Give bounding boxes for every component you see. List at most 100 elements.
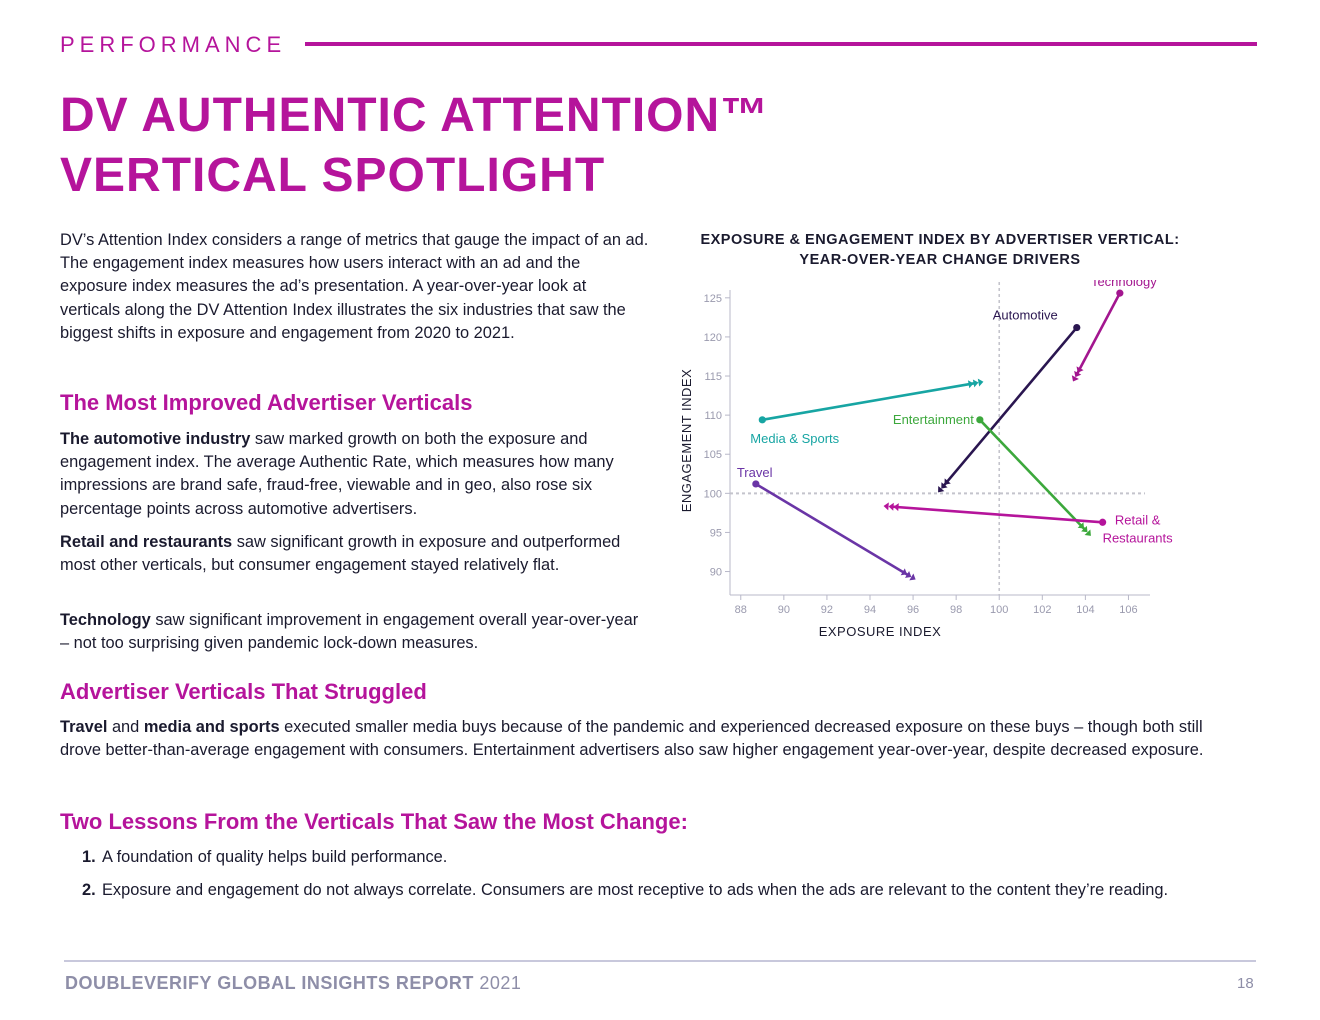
chart-title-line-2: YEAR-OVER-YEAR CHANGE DRIVERS [799,252,1081,268]
series-arrows-technology [1071,366,1084,382]
lesson-text-1: A foundation of quality helps build perf… [102,848,448,866]
x-tick-label: 106 [1119,604,1137,616]
series-arrow-automotive [944,478,951,485]
series-label-retail-restaurants: Restaurants [1103,530,1174,545]
series-arrow-automotive [938,486,945,493]
section-divider [305,42,1257,46]
x-tick-label: 96 [907,604,919,616]
series-arrow-automotive [941,482,948,489]
intro-paragraph: DV’s Attention Index considers a range o… [60,231,649,342]
x-tick-label: 100 [990,604,1008,616]
series-point-entertainment [976,416,984,424]
series-label-media-sports: Media & Sports [750,431,839,446]
x-tick-label: 98 [950,604,962,616]
footer-divider [64,960,1256,962]
x-tick-label: 92 [821,604,833,616]
series-arrow-technology [1071,375,1079,382]
x-tick-label: 102 [1033,604,1051,616]
chart-title: EXPOSURE & ENGAGEMENT INDEX BY ADVERTISE… [660,230,1220,270]
technology-bold: Technology [60,611,151,629]
improved-heading: The Most Improved Advertiser Verticals [60,390,473,415]
automotive-paragraph: The automotive industry saw marked growt… [60,428,650,521]
series-arrows-automotive [938,478,951,493]
lesson-number-1: 1. [82,848,96,866]
lessons-heading: Two Lessons From the Verticals That Saw … [60,809,688,834]
page-number: 18 [1237,975,1254,992]
engagement-exposure-chart: 88 90 92 94 96 98 100 102 104 106 90 95 100 105 110 115… [679,280,1174,639]
series-arrows-travel [900,568,916,581]
series-point-travel [752,480,760,488]
lesson-text-2: Exposure and engagement do not always co… [102,881,1169,899]
technology-paragraph: Technology saw significant improvement i… [60,609,650,655]
x-tick-label: 104 [1076,604,1094,616]
series-arrow-entertainment [1077,522,1085,529]
series-label-travel: Travel [737,465,773,480]
series-point-automotive [1073,323,1081,332]
automotive-text: saw marked growth on both the exposure a… [60,430,614,518]
series-arrow-media-sports [967,380,974,389]
series-arrow-technology [1076,366,1084,373]
series-label-retail-restaurants: Retail & [1115,512,1161,527]
series-arrow-media-sports [972,379,979,388]
series-line-entertainment [978,418,1087,532]
x-tick-label: 88 [735,604,747,616]
automotive-bold: The automotive industry [60,430,251,448]
footer-report-name: DOUBLEVERIFY GLOBAL INSIGHTS REPORT [65,973,474,993]
technology-text: saw significant improvement in engagemen… [60,611,639,653]
x-axis-label: EXPOSURE INDEX [819,624,942,639]
series-label-technology: Technology [1091,280,1157,289]
retail-bold: Retail and restaurants [60,533,233,551]
y-tick-label: 110 [704,410,722,422]
series-point-technology [1116,289,1124,297]
series-arrow-travel [904,570,912,578]
y-axis-label: ENGAGEMENT INDEX [679,369,694,513]
series-arrow-travel [909,573,916,581]
travel-bold: Travel [60,718,108,736]
y-tick-label: 120 [704,332,722,344]
series-arrow-media-sports [977,378,984,387]
media-sports-bold: media and sports [143,718,280,736]
footer-report-title: DOUBLEVERIFY GLOBAL INSIGHTS REPORT 2021 [65,973,521,994]
series-label-entertainment: Entertainment [893,412,974,427]
series-arrows-entertainment [1077,522,1091,536]
page-title-line-2: VERTICAL SPOTLIGHT [60,149,606,202]
page-title: DV AUTHENTIC ATTENTION™ VERTICAL SPOTLIG… [60,86,769,206]
series-arrow-travel [900,568,908,576]
chart-title-line-1: EXPOSURE & ENGAGEMENT INDEX BY ADVERTISE… [700,232,1180,248]
series-line-media-sports [761,381,977,422]
y-tick-label: 90 [710,567,722,579]
footer-year: 2021 [479,973,522,993]
struggled-text-1: and [107,718,144,736]
page-title-line-1: DV AUTHENTIC ATTENTION™ [60,89,770,142]
struggled-heading: Advertiser Verticals That Struggled [60,679,427,704]
series-line-retail-restaurants [890,505,1104,524]
y-tick-label: 105 [704,449,722,461]
series-arrow-technology [1074,370,1082,378]
retail-paragraph: Retail and restaurants saw significant g… [60,531,650,577]
y-tick-label: 100 [704,488,722,500]
series-line-travel [754,482,911,577]
series-arrows-media-sports [967,378,984,389]
struggled-text-2: executed smaller media buys because of t… [60,718,1204,760]
series-arrow-retail-restaurants [888,502,894,511]
section-label: PERFORMANCE [60,32,287,57]
series-line-automotive [941,326,1079,488]
series-line-technology [1075,291,1122,376]
lesson-item-1: 1. A foundation of quality helps build p… [82,846,1172,869]
y-tick-label: 95 [710,527,722,539]
series-label-automotive: Automotive [993,308,1058,323]
series-point-media-sports [758,416,766,424]
retail-text: saw significant growth in exposure and o… [60,533,621,575]
lesson-item-2: 2. Exposure and engagement do not always… [82,879,1172,902]
series-point-retail-restaurants [1099,518,1107,526]
series-arrow-entertainment [1081,525,1088,533]
y-tick-label: 115 [704,371,722,383]
series-arrow-retail-restaurants [883,502,889,511]
struggled-paragraph: Travel and media and sports executed sma… [60,716,1240,762]
series-arrow-entertainment [1084,529,1091,536]
lesson-number-2: 2. [82,881,96,899]
x-tick-label: 94 [864,604,876,616]
x-tick-label: 90 [778,604,790,616]
series-arrows-retail-restaurants [883,502,899,512]
y-tick-label: 125 [704,293,722,305]
